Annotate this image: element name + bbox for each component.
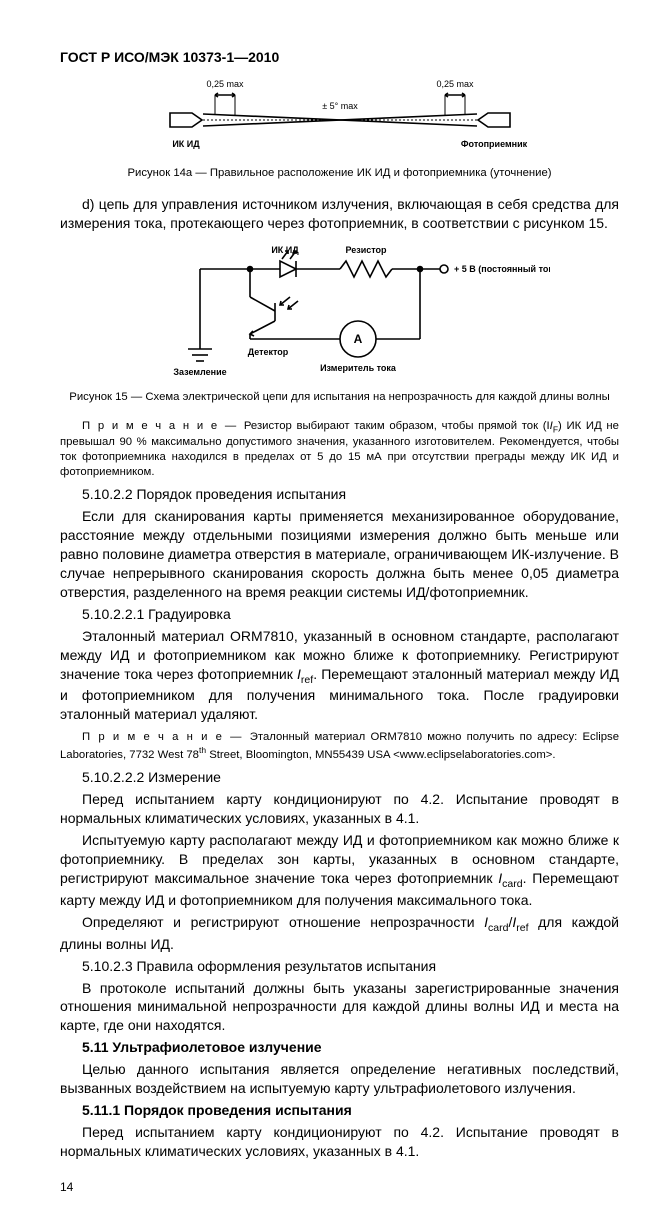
page-number: 14 [60,1179,619,1195]
para-d: d) цепь для управления источником излуче… [60,195,619,233]
svg-text:± 5° max: ± 5° max [322,101,358,111]
svg-text:0,25 max: 0,25 max [436,79,474,89]
note-1: П р и м е ч а н и е — Резистор выбирают … [60,419,619,479]
sect-5-10-2-2-1: 5.10.2.2.1 Градуировка [60,605,619,624]
svg-text:Фотоприемник: Фотоприемник [460,139,527,149]
sect-5-10-2-2: 5.10.2.2 Порядок проведения испытания [60,485,619,504]
para-5-10-2-2: Если для сканирования карты применяется … [60,507,619,601]
doc-header: ГОСТ Р ИСО/МЭК 10373-1—2010 [60,48,619,67]
svg-text:+ 5 В (постоянный ток): + 5 В (постоянный ток) [454,264,550,274]
caption-14a: Рисунок 14а — Правильное расположение ИК… [60,166,619,181]
sect-5-11-1: 5.11.1 Порядок проведения испытания [60,1101,619,1120]
svg-text:Измеритель тока: Измеритель тока [320,363,397,373]
para-5-10-2-2-2-c: Определяют и регистрируют отношение непр… [60,913,619,954]
svg-text:Резистор: Резистор [345,245,387,255]
svg-text:Заземление: Заземление [173,367,226,377]
para-5-10-2-2-2-a: Перед испытанием карту кондиционируют по… [60,790,619,828]
para-5-10-2-2-1: Эталонный материал ORM7810, указанный в … [60,627,619,725]
sect-5-10-2-2-2: 5.10.2.2.2 Измерение [60,768,619,787]
svg-text:А: А [353,332,362,346]
caption-15: Рисунок 15 — Схема электрической цепи дл… [60,390,619,405]
svg-text:0,25 max: 0,25 max [206,79,244,89]
sect-5-10-2-3: 5.10.2.3 Правила оформления результатов … [60,957,619,976]
svg-text:Детектор: Детектор [247,347,288,357]
note-2: П р и м е ч а н и е — Эталонный материал… [60,730,619,762]
para-5-10-2-2-2-b: Испытуемую карту располагают между ИД и … [60,831,619,910]
para-5-10-2-3: В протоколе испытаний должны быть указан… [60,979,619,1036]
note-label: П р и м е ч а н и е — [82,420,244,432]
para-5-11: Целью данного испытания является определ… [60,1060,619,1098]
figure-15: ИК ИД Резистор + 5 В (постоянный ток) Де… [60,239,619,384]
svg-text:ИК ИД: ИК ИД [271,245,299,255]
figure-14a: 0,25 max 0,25 max ± 5° max ИК ИД Фотопри… [60,75,619,160]
para-5-11-1: Перед испытанием карту кондиционируют по… [60,1123,619,1161]
sect-5-11: 5.11 Ультрафиолетовое излучение [60,1038,619,1057]
note-label: П р и м е ч а н и е — [82,731,250,743]
svg-text:ИК ИД: ИК ИД [172,139,200,149]
